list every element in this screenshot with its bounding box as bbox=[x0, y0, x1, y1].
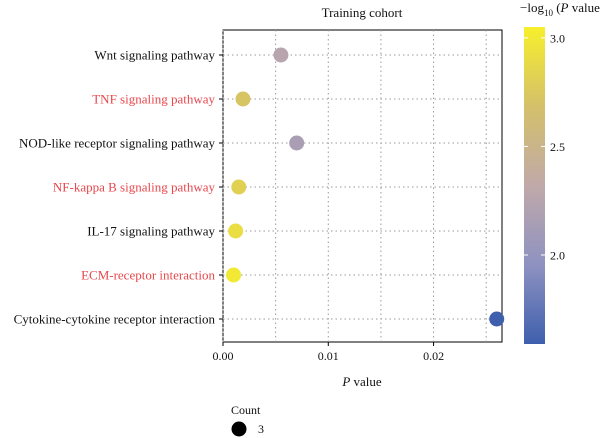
x-axis-title: P value bbox=[341, 374, 382, 389]
chart-title: Training cohort bbox=[322, 5, 403, 20]
colorbar-title-sub: 10 bbox=[544, 8, 554, 18]
colorbar-ticks: 2.0 2.5 3.0 bbox=[524, 31, 565, 262]
size-legend: Count 3 bbox=[231, 403, 264, 437]
plot-border bbox=[222, 29, 503, 343]
colorbar-title-prefix: −log bbox=[520, 0, 544, 15]
y-tick-label-2: NOD-like receptor signaling pathway bbox=[19, 136, 216, 151]
x-axis-title-rest: value bbox=[350, 374, 382, 389]
size-legend-label: 3 bbox=[258, 422, 264, 436]
colorbar-title-close: value) bbox=[569, 0, 600, 15]
y-axis: Wnt signaling pathway TNF signaling pathw… bbox=[14, 48, 223, 327]
x-axis-title-italic: P bbox=[341, 374, 350, 389]
data-point-3 bbox=[231, 179, 247, 195]
y-tick-label-6: Cytokine-cytokine receptor interaction bbox=[14, 312, 216, 327]
colorbar: −log10 (P value) 2.0 2.5 3.0 bbox=[520, 0, 600, 344]
data-point-1 bbox=[235, 91, 251, 107]
colorbar-gradient bbox=[524, 27, 545, 344]
colorbar-tick-label-2: 3.0 bbox=[550, 31, 565, 45]
y-tick-label-3: NF-kappa B signaling pathway bbox=[53, 180, 216, 195]
data-point-4 bbox=[228, 223, 244, 239]
data-point-6 bbox=[489, 311, 505, 327]
grid bbox=[222, 30, 502, 342]
data-point-0 bbox=[273, 47, 289, 63]
colorbar-tick-label-1: 2.5 bbox=[550, 140, 565, 154]
colorbar-title-italic: P bbox=[560, 0, 569, 15]
y-tick-label-1: TNF signaling pathway bbox=[92, 92, 215, 107]
size-legend-marker bbox=[231, 421, 247, 437]
colorbar-title-open: ( bbox=[553, 0, 561, 15]
x-tick-label-1: 0.01 bbox=[318, 349, 339, 363]
y-tick-label-4: IL-17 signaling pathway bbox=[87, 224, 215, 239]
y-tick-label-5: ECM-receptor interaction bbox=[81, 268, 215, 283]
data-point-5 bbox=[226, 267, 242, 283]
data-point-2 bbox=[289, 135, 305, 151]
x-axis: 0.00 0.01 0.02 bbox=[213, 342, 444, 363]
x-tick-label-2: 0.02 bbox=[423, 349, 444, 363]
data-points bbox=[226, 47, 505, 327]
plot-area: Wnt signaling pathway TNF signaling pathw… bbox=[14, 29, 505, 363]
x-tick-label-0: 0.00 bbox=[213, 349, 234, 363]
colorbar-title: −log10 (P value) bbox=[520, 0, 600, 18]
y-tick-label-0: Wnt signaling pathway bbox=[94, 48, 215, 63]
colorbar-tick-label-0: 2.0 bbox=[550, 248, 565, 262]
size-legend-title: Count bbox=[231, 403, 261, 417]
